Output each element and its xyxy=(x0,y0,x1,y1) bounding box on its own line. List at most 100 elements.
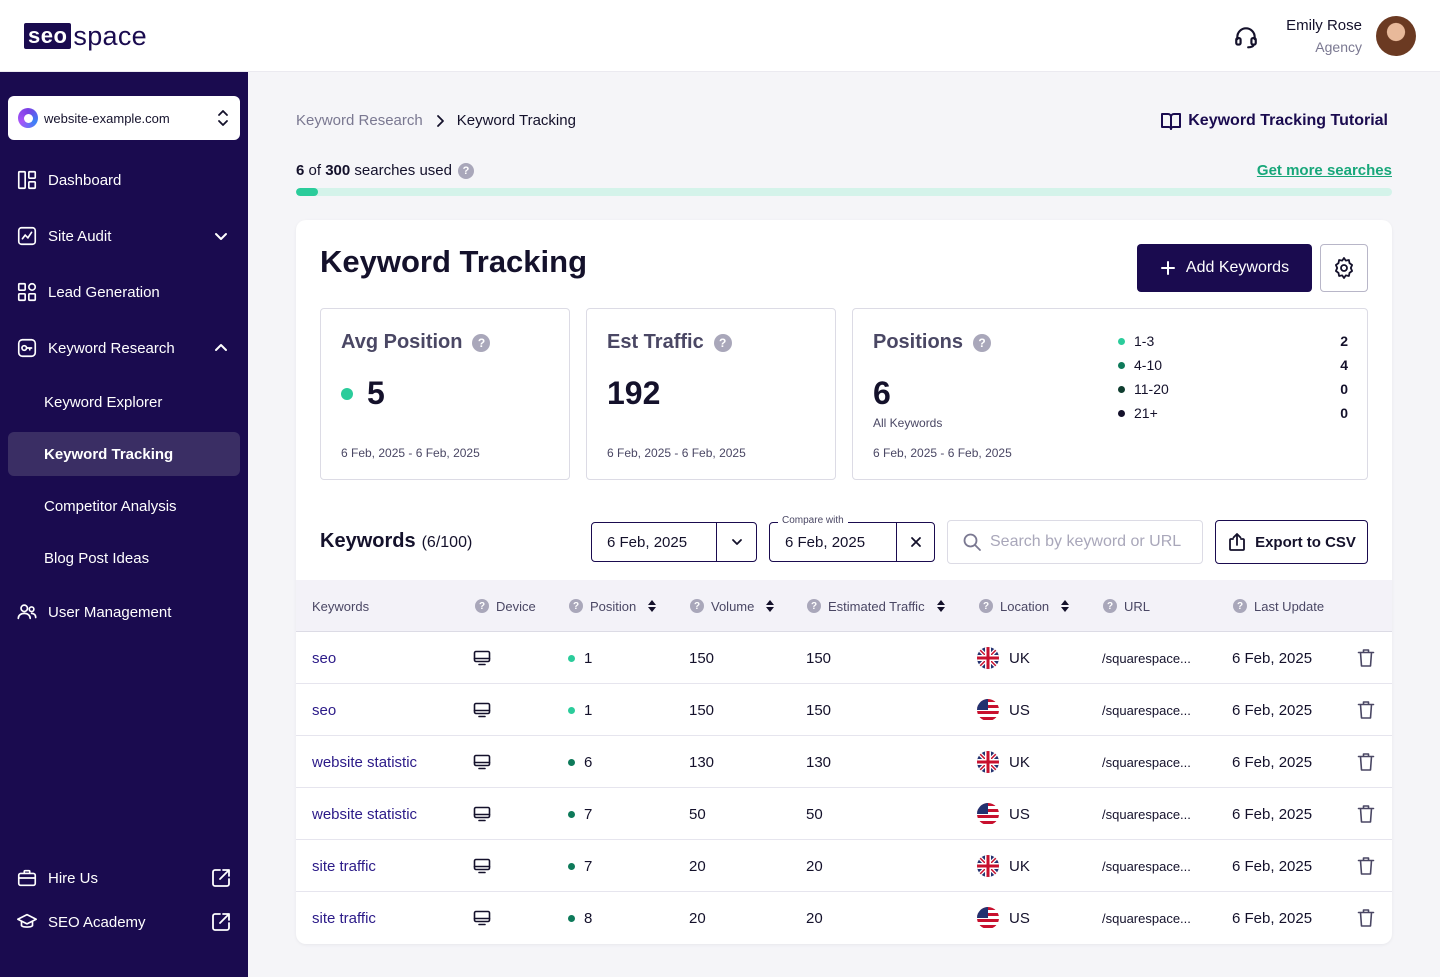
delete-button[interactable] xyxy=(1357,892,1375,944)
sidebar: website-example.com Dashboard Site Audit… xyxy=(0,72,248,977)
avatar[interactable] xyxy=(1376,16,1416,56)
seospace-logo[interactable]: seo space xyxy=(24,21,147,51)
delete-button[interactable] xyxy=(1357,736,1375,788)
keyword-link[interactable]: site traffic xyxy=(312,909,376,927)
stat-title: Avg Position? xyxy=(341,331,491,354)
sidebar-item-keyword-tracking[interactable]: Keyword Tracking xyxy=(8,432,240,476)
breadcrumb: Keyword Research Keyword Tracking xyxy=(296,112,576,129)
position-dot xyxy=(568,810,575,818)
breadcrumb-parent[interactable]: Keyword Research xyxy=(296,112,423,129)
us-flag-icon xyxy=(977,803,999,825)
help-icon[interactable]: ? xyxy=(690,599,704,613)
add-keywords-label: Add Keywords xyxy=(1185,259,1290,276)
help-icon[interactable]: ? xyxy=(472,333,491,352)
last-update-cell: 6 Feb, 2025 xyxy=(1232,701,1313,719)
sort-icon[interactable] xyxy=(936,600,945,612)
sidebar-item-keyword-research[interactable]: Keyword Research xyxy=(8,326,240,370)
column-volume[interactable]: ? Volume xyxy=(690,580,775,632)
site-audit-icon xyxy=(17,226,37,246)
delete-button[interactable] xyxy=(1357,788,1375,840)
site-selector[interactable]: website-example.com xyxy=(8,96,240,140)
sidebar-item-keyword-explorer[interactable]: Keyword Explorer xyxy=(8,380,240,424)
keyword-search[interactable] xyxy=(947,520,1203,564)
sidebar-item-seo-academy[interactable]: SEO Academy xyxy=(8,900,240,944)
keyword-link[interactable]: seo xyxy=(312,701,337,719)
logo-mark: seo xyxy=(24,23,72,49)
sidebar-item-user-management[interactable]: User Management xyxy=(8,590,240,634)
column-location[interactable]: ? Location xyxy=(979,580,1070,632)
last-update-cell: 6 Feb, 2025 xyxy=(1232,909,1313,927)
add-keywords-button[interactable]: Add Keywords xyxy=(1137,244,1312,292)
traffic-cell: 20 xyxy=(806,909,823,927)
url-cell[interactable]: /squarespace... xyxy=(1102,806,1191,822)
headset-icon[interactable] xyxy=(1233,24,1259,50)
position-cell: 8 xyxy=(568,892,592,944)
desktop-icon xyxy=(473,910,491,926)
sidebar-item-label: Keyword Tracking xyxy=(44,445,174,463)
keyword-link[interactable]: website statistic xyxy=(312,805,418,823)
location-value: UK xyxy=(1009,753,1030,771)
position-dot xyxy=(568,758,575,766)
tutorial-link[interactable]: Keyword Tracking Tutorial xyxy=(1160,111,1388,131)
sort-icon[interactable] xyxy=(766,600,775,612)
last-update-cell: 6 Feb, 2025 xyxy=(1232,649,1313,667)
sidebar-item-dashboard[interactable]: Dashboard xyxy=(8,158,240,202)
help-icon[interactable]: ? xyxy=(713,333,732,352)
column-estimated-traffic[interactable]: ? Estimated Traffic xyxy=(807,580,945,632)
url-cell[interactable]: /squarespace... xyxy=(1102,754,1191,770)
export-csv-button[interactable]: Export to CSV xyxy=(1215,520,1368,564)
help-icon[interactable]: ? xyxy=(569,599,583,613)
date-picker[interactable]: 6 Feb, 2025 xyxy=(591,522,757,562)
trash-icon xyxy=(1357,701,1375,719)
location-value: UK xyxy=(1009,649,1030,667)
delete-button[interactable] xyxy=(1357,684,1375,736)
compare-date-picker[interactable]: Compare with 6 Feb, 2025 xyxy=(769,515,935,562)
url-cell[interactable]: /squarespace... xyxy=(1102,650,1191,666)
search-input[interactable] xyxy=(990,533,1200,551)
compare-date-value: 6 Feb, 2025 xyxy=(785,533,866,551)
chevron-up-down-icon xyxy=(218,110,228,126)
sidebar-item-blog-post-ideas[interactable]: Blog Post Ideas xyxy=(8,536,240,580)
sort-icon[interactable] xyxy=(648,600,657,612)
sort-icon[interactable] xyxy=(1061,600,1070,612)
keyword-link[interactable]: site traffic xyxy=(312,857,376,875)
usage-of: of xyxy=(308,162,322,179)
delete-button[interactable] xyxy=(1357,840,1375,892)
sidebar-item-competitor-analysis[interactable]: Competitor Analysis xyxy=(8,484,240,528)
help-icon[interactable]: ? xyxy=(457,162,474,179)
sidebar-item-site-audit[interactable]: Site Audit xyxy=(8,214,240,258)
users-icon xyxy=(17,604,37,620)
clear-compare-button[interactable] xyxy=(896,523,934,561)
keyword-tracking-card: Keyword Tracking Add Keywords Avg Positi… xyxy=(296,220,1392,944)
get-more-searches-link[interactable]: Get more searches xyxy=(1256,162,1392,179)
help-icon[interactable]: ? xyxy=(979,599,993,613)
sidebar-item-label: SEO Academy xyxy=(48,913,146,931)
help-icon[interactable]: ? xyxy=(973,333,992,352)
column-label: Keywords xyxy=(312,598,370,614)
usage-total: 300 xyxy=(325,162,351,179)
position-dot xyxy=(568,914,575,922)
location-cell: US xyxy=(977,684,1030,736)
help-icon[interactable]: ? xyxy=(1103,599,1117,613)
sidebar-item-hire-us[interactable]: Hire Us xyxy=(8,856,240,900)
chevron-up-icon xyxy=(215,344,227,351)
column-position[interactable]: ? Position xyxy=(569,580,657,632)
table-row: website statistic 7 50 50 US/squarespace... 6… xyxy=(296,788,1392,840)
sidebar-item-lead-generation[interactable]: Lead Generation xyxy=(8,270,240,314)
sidebar-item-label: User Management xyxy=(48,603,172,621)
help-icon[interactable]: ? xyxy=(1233,599,1247,613)
help-icon[interactable]: ? xyxy=(475,599,489,613)
settings-button[interactable] xyxy=(1320,244,1368,292)
date-picker-toggle[interactable] xyxy=(716,523,756,561)
url-cell[interactable]: /squarespace... xyxy=(1102,858,1191,874)
lead-generation-icon xyxy=(17,282,37,302)
url-cell[interactable]: /squarespace... xyxy=(1102,702,1191,718)
position-cell: 1 xyxy=(568,684,592,736)
range-value: 0 xyxy=(1340,381,1348,397)
url-cell[interactable]: /squarespace... xyxy=(1102,910,1191,926)
help-icon[interactable]: ? xyxy=(807,599,821,613)
keyword-link[interactable]: website statistic xyxy=(312,753,418,771)
delete-button[interactable] xyxy=(1357,632,1375,684)
keyword-link[interactable]: seo xyxy=(312,649,337,667)
position-range-row: 4-10 4 xyxy=(1118,353,1348,377)
